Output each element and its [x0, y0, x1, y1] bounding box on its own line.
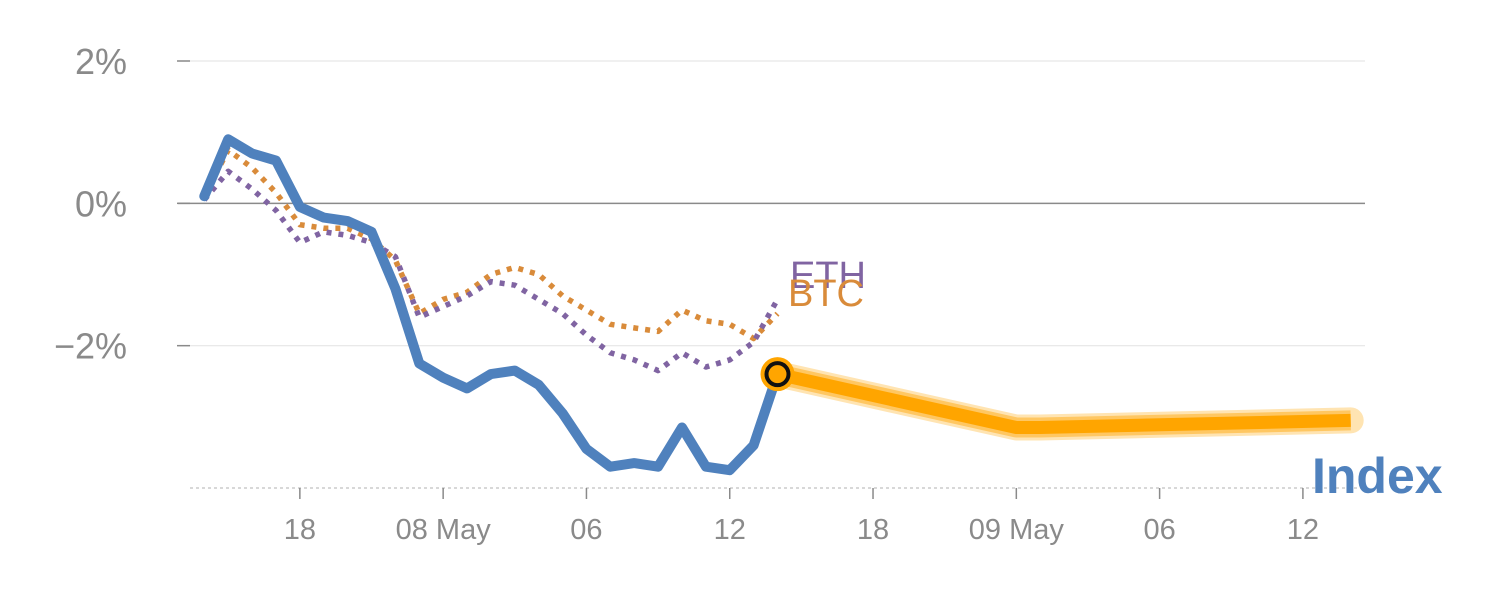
- x-tick-label: 18: [857, 514, 889, 546]
- grid-layer: [178, 60, 1365, 347]
- x-axis: 18 08 May 06 12 18 09 May 06 12: [190, 487, 1365, 546]
- y-axis: 2% 0% −2%: [54, 41, 190, 367]
- x-tick-label: 09 May: [969, 514, 1065, 546]
- y-tick-label: −2%: [54, 326, 127, 367]
- btc-series-label: BTC: [788, 273, 864, 315]
- series-labels: ETH BTC Index: [788, 255, 1443, 504]
- y-tick-label: 2%: [75, 41, 127, 82]
- x-tick-label: 12: [714, 514, 746, 546]
- x-tick-label: 18: [284, 514, 316, 546]
- eth-series-label: ETH: [790, 255, 866, 297]
- y-tick-label: 0%: [75, 183, 127, 224]
- btc-series-line: [201, 147, 780, 342]
- projection-band-core: [776, 367, 1351, 434]
- x-tick-label: 12: [1287, 514, 1319, 546]
- x-tick-label: 06: [1143, 514, 1175, 546]
- series-layer: [199, 134, 1364, 476]
- x-tick-label: 06: [570, 514, 602, 546]
- index-series-label: Index: [1312, 448, 1443, 504]
- eth-series-line: [202, 168, 780, 374]
- current-point-marker: [764, 361, 791, 388]
- index-series-line: [199, 134, 783, 476]
- x-tick-label: 08 May: [396, 514, 492, 546]
